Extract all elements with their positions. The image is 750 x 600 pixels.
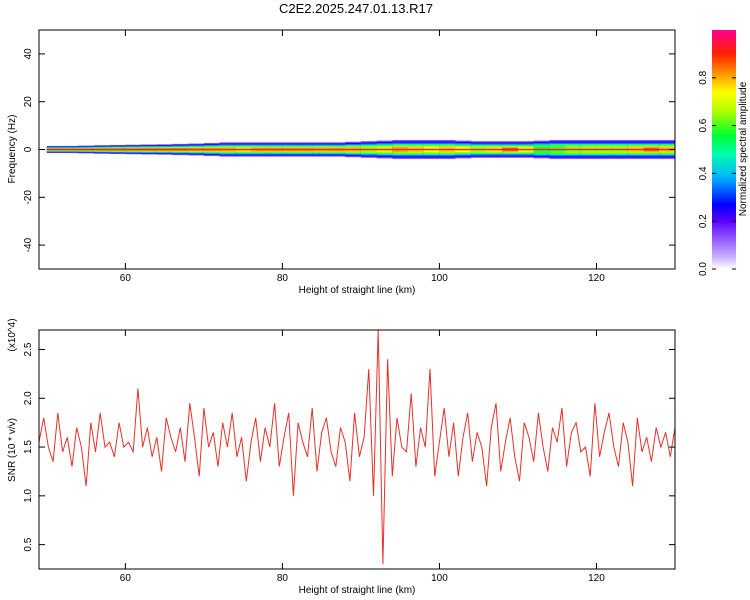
y-tick-label: -40 [23,237,34,252]
colorbar-tick-label: 0.8 [698,70,709,84]
x-tick-label: 60 [120,573,132,584]
snr-x-ticks: 60 80 100 120 [120,330,605,584]
x-tick-label: 60 [120,273,132,284]
snr-frame [38,329,676,570]
y-tick-label: 0 [23,146,34,152]
y-tick-label: 2.5 [23,342,34,356]
colorbar-tick-label: 0.4 [698,166,709,180]
colorbar-label: Normalized spectral amplitude [738,81,749,216]
y-tick-label: 40 [23,48,34,60]
x-tick-label: 100 [431,273,448,284]
colorbar-tick-label: 0.0 [698,262,709,276]
figure-title: C2E2.2025.247.01.13.R17 [279,1,433,16]
y-tick-label: 0.5 [23,537,34,551]
snr-series-line [39,330,675,565]
colorbar-ticks: 0.0 0.2 0.4 0.6 0.8 [698,70,736,276]
snr-panel: 60 80 100 120 0.5 1.0 1.5 2.0 2.5 Height of str… [7,318,676,596]
x-tick-label: 120 [588,273,605,284]
y-tick-label: 2.0 [23,391,34,405]
x-tick-label: 100 [431,573,448,584]
y-tick-label: 20 [23,96,34,108]
spectral-ridge [46,139,675,160]
spectrogram-y-ticks: 40 20 0 -20 -40 [23,48,675,252]
snr-y-ticks: 0.5 1.0 1.5 2.0 2.5 [23,342,675,552]
snr-y-multiplier: (x10^4) [7,318,18,351]
x-tick-label: 80 [277,573,289,584]
snr-x-axis-label: Height of straight line (km) [299,585,416,596]
colorbar-tick-label: 0.2 [698,214,709,228]
y-tick-label: 1.5 [23,440,34,454]
x-tick-label: 80 [277,273,289,284]
y-tick-label: -20 [23,190,34,205]
y-tick-label: 1.0 [23,488,34,502]
snr-y-axis-label: SNR (10 * v/v) [7,418,18,482]
spectrogram-y-axis-label: Frequency (Hz) [7,115,18,184]
spectrogram-panel: 60 80 100 120 40 20 0 -20 -40 Height of straigh… [7,29,676,296]
colorbar: 0.0 0.2 0.4 0.6 0.8 Normalized spectral ampl… [698,30,749,276]
colorbar-tick-label: 0.6 [698,118,709,132]
spectrogram-x-ticks: 60 80 100 120 [120,30,605,284]
colorbar-gradient [712,30,736,269]
x-tick-label: 120 [588,573,605,584]
spectrogram-x-axis-label: Height of straight line (km) [299,285,416,296]
